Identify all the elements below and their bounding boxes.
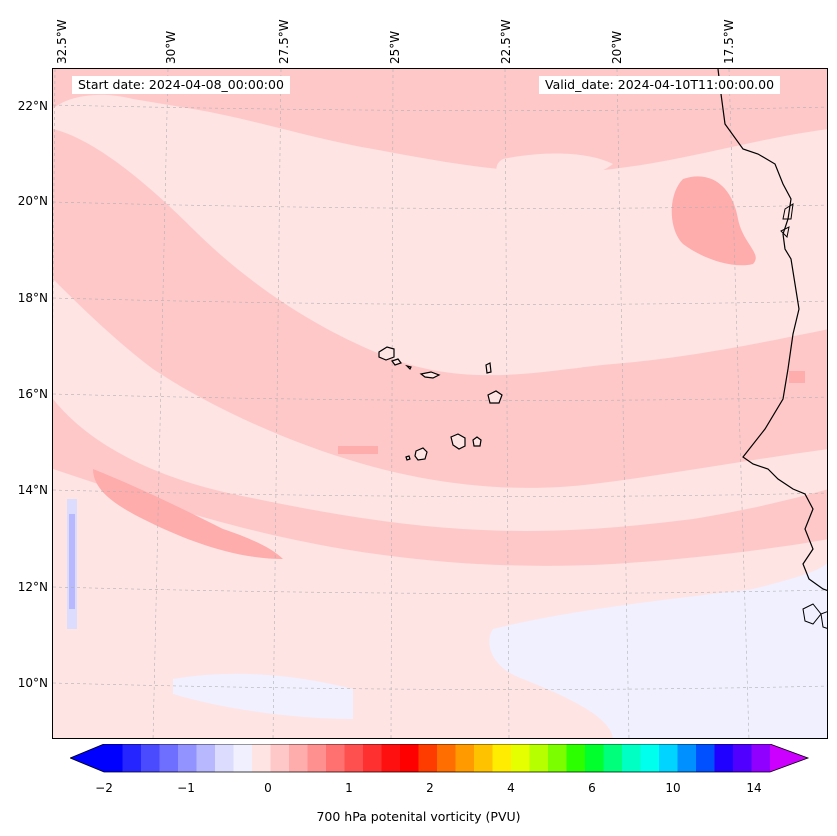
colorbar-swatch bbox=[566, 744, 586, 772]
colorbar-swatch bbox=[344, 744, 364, 772]
graticule bbox=[53, 69, 827, 738]
island-brava bbox=[405, 455, 411, 461]
pv-light-patch-2 bbox=[523, 272, 655, 313]
colorbar-swatch bbox=[585, 744, 604, 772]
pv-light-patch-3 bbox=[496, 153, 613, 186]
negative-pv-strip-core bbox=[69, 514, 75, 609]
colorbar-swatch bbox=[659, 744, 678, 772]
lat-label-14n: 14°N bbox=[17, 483, 48, 497]
colorbar-swatch bbox=[455, 744, 475, 772]
pv-band-southern bbox=[53, 399, 827, 566]
colorbar-swatch bbox=[233, 744, 253, 772]
cape-verde-islands bbox=[378, 346, 503, 461]
map-panel[interactable] bbox=[52, 68, 828, 739]
colorbar-swatch bbox=[437, 744, 456, 772]
cb-tick-10: 10 bbox=[665, 781, 681, 795]
lon-label-30w: 30°W bbox=[164, 30, 178, 64]
lat-label-10n: 10°N bbox=[17, 676, 48, 690]
colorbar-title: 700 hPa potenital vorticity (PVU) bbox=[316, 809, 521, 824]
africa-coastline bbox=[717, 69, 827, 591]
pv-contour-map bbox=[53, 69, 827, 738]
pv-band-north bbox=[53, 69, 827, 173]
colorbar-swatch bbox=[492, 744, 512, 772]
cb-tick-2: 2 bbox=[426, 781, 434, 795]
colorbar-swatch bbox=[677, 744, 697, 772]
island-sao-vicente bbox=[391, 358, 402, 366]
colorbar-swatch bbox=[289, 744, 308, 772]
cb-tick-1: 1 bbox=[345, 781, 353, 795]
lat-label-18n: 18°N bbox=[17, 291, 48, 305]
pv-coast-patch bbox=[789, 371, 805, 383]
colorbar-swatch bbox=[363, 744, 382, 772]
lon-label-27-5w: 27.5°W bbox=[277, 19, 291, 64]
bijagos-islands bbox=[802, 603, 827, 629]
island-boa-vista bbox=[487, 390, 503, 404]
colorbar-swatch bbox=[714, 744, 734, 772]
colorbar-swatch bbox=[104, 744, 123, 772]
colorbar-swatch bbox=[122, 744, 142, 772]
pv-light-patch-4 bbox=[253, 177, 284, 193]
colorbar-swatch bbox=[307, 744, 327, 772]
colorbar-swatch bbox=[751, 744, 771, 772]
colorbar-swatch bbox=[178, 744, 197, 772]
island-sao-nicolau bbox=[419, 371, 441, 379]
colorbar-outline bbox=[70, 744, 810, 773]
cb-tick-0: 0 bbox=[264, 781, 272, 795]
pv-light-patch-1 bbox=[296, 243, 383, 276]
lat-label-16n: 16°N bbox=[17, 387, 48, 401]
island-sal bbox=[485, 362, 492, 374]
colorbar-swatch bbox=[529, 744, 549, 772]
valid-date-label: Valid_date: 2024-04-10T11:00:00.00 bbox=[539, 76, 781, 94]
cb-tick-4: 4 bbox=[507, 781, 515, 795]
colorbar-swatch bbox=[733, 744, 752, 772]
colorbar-swatch bbox=[270, 744, 290, 772]
start-date-label: Start date: 2024-04-08_00:00:00 bbox=[72, 76, 290, 94]
island-fogo bbox=[414, 447, 428, 461]
colorbar-swatch bbox=[603, 744, 623, 772]
pv-max-northeast bbox=[671, 176, 756, 266]
island-santa-luzia bbox=[405, 364, 412, 371]
lat-label-20n: 20°N bbox=[17, 194, 48, 208]
colorbar-swatch bbox=[196, 744, 216, 772]
colorbar-swatch bbox=[640, 744, 660, 772]
colorbar-swatch bbox=[215, 744, 234, 772]
colorbar-swatch bbox=[511, 744, 530, 772]
colorbar-swatch bbox=[474, 744, 493, 772]
island-santiago bbox=[450, 433, 466, 450]
negative-pv-region-sw bbox=[173, 673, 353, 719]
island-santo-antao bbox=[378, 346, 395, 361]
lat-label-22n: 22°N bbox=[17, 99, 48, 113]
cb-tick-14: 14 bbox=[746, 781, 762, 795]
lon-label-22-5w: 22.5°W bbox=[499, 19, 513, 64]
lon-label-32-5w: 32.5°W bbox=[55, 19, 69, 64]
lon-label-25w: 25°W bbox=[388, 30, 402, 64]
colorbar-swatch bbox=[381, 744, 401, 772]
lon-label-20w: 20°W bbox=[610, 30, 624, 64]
colorbar-swatch bbox=[326, 744, 345, 772]
cb-tick-6: 6 bbox=[588, 781, 596, 795]
colorbar-swatch bbox=[548, 744, 567, 772]
island-maio bbox=[472, 436, 482, 447]
cb-tick-minus2: −2 bbox=[95, 781, 113, 795]
colorbar-swatch bbox=[141, 744, 160, 772]
pv-colorbar bbox=[70, 744, 810, 773]
lon-label-17-5w: 17.5°W bbox=[722, 19, 736, 64]
colorbar-swatch bbox=[418, 744, 438, 772]
pv-max-southwest bbox=[93, 469, 283, 559]
colorbar-swatch bbox=[159, 744, 179, 772]
colorbar-extend-max bbox=[770, 744, 808, 772]
colorbar-swatch bbox=[622, 744, 641, 772]
colorbar-extend-min bbox=[70, 744, 104, 772]
coastal-islets bbox=[780, 203, 794, 239]
colorbar-swatch bbox=[400, 744, 419, 772]
negative-pv-region-south bbox=[489, 562, 827, 738]
cb-tick-minus1: −1 bbox=[177, 781, 195, 795]
pv-small-patch bbox=[338, 446, 378, 454]
colorbar-swatch bbox=[696, 744, 715, 772]
colorbar-swatch bbox=[252, 744, 271, 772]
lat-label-12n: 12°N bbox=[17, 580, 48, 594]
